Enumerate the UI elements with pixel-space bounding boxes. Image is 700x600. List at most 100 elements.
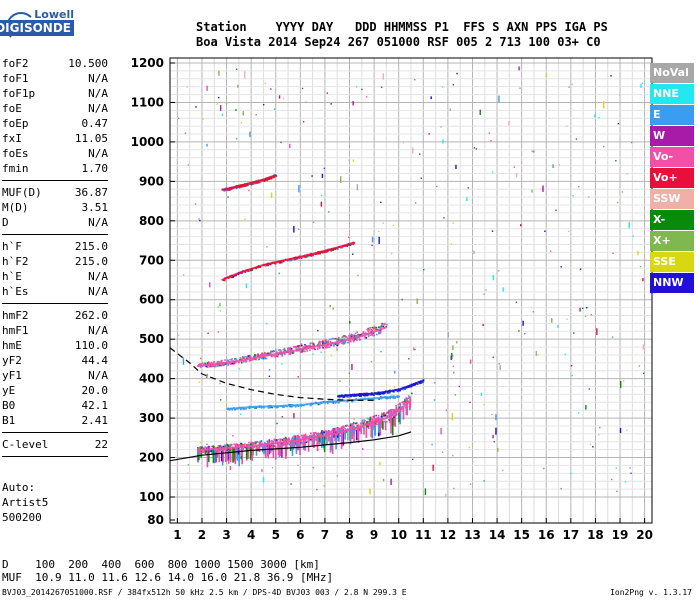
- param-row: D N/A: [2, 215, 108, 230]
- echo-point: [215, 449, 217, 452]
- echo-point: [242, 357, 245, 359]
- echo-point: [322, 347, 324, 349]
- echo-point: [346, 245, 348, 248]
- echo-point: [391, 408, 394, 411]
- noise-point: [326, 92, 329, 94]
- x-tick-label: 6: [296, 528, 304, 542]
- echo-point: [326, 342, 329, 344]
- echo-point: [234, 358, 236, 360]
- x-tick-label: 15: [513, 528, 530, 542]
- param-name: h`F: [2, 240, 22, 253]
- echo-point: [371, 420, 373, 423]
- noise-point: [632, 235, 634, 237]
- echo-point: [261, 357, 263, 359]
- echo-point: [357, 426, 360, 434]
- echo-point: [357, 334, 360, 337]
- noise-point: [275, 348, 277, 356]
- noise-point: [320, 194, 323, 197]
- echo-point: [327, 341, 330, 343]
- echo-point: [282, 349, 285, 351]
- echo-point: [226, 362, 229, 365]
- echo-point: [272, 176, 275, 179]
- param-name: B1: [2, 414, 16, 427]
- noise-point: [301, 87, 304, 90]
- echo-point: [253, 446, 256, 448]
- noise-point: [522, 320, 524, 326]
- echo-point: [306, 435, 308, 438]
- noise-point: [449, 108, 451, 112]
- echo-point: [314, 435, 316, 437]
- echo-point: [214, 365, 217, 368]
- station-header: Station YYYY DAY DDD HHMMSS P1 FFS S AXN…: [196, 20, 608, 50]
- echo-point: [360, 423, 362, 425]
- echo-point: [249, 356, 252, 358]
- echo-point: [228, 409, 231, 411]
- echo-point: [314, 348, 316, 351]
- echo-point: [248, 448, 250, 450]
- echo-point: [350, 335, 353, 338]
- echo-point: [352, 243, 354, 246]
- noise-point: [365, 96, 368, 98]
- echo-point: [220, 360, 222, 362]
- noise-point: [270, 192, 273, 199]
- echo-point: [220, 446, 223, 462]
- echo-point: [259, 354, 262, 356]
- noise-point: [237, 84, 239, 88]
- echo-point: [339, 434, 342, 437]
- echo-point: [208, 361, 210, 364]
- noise-point: [469, 359, 472, 364]
- noise-point: [217, 331, 220, 333]
- echo-point: [397, 407, 400, 410]
- auto-label: Auto:: [2, 481, 36, 494]
- noise-point: [320, 351, 322, 354]
- echo-point: [326, 346, 329, 349]
- echo-point: [319, 343, 321, 346]
- param-value: 44.4: [81, 354, 109, 367]
- noise-point: [268, 368, 271, 371]
- echo-point: [381, 392, 383, 395]
- echo-point: [210, 450, 213, 452]
- echo-point: [305, 441, 308, 444]
- noise-point: [566, 318, 568, 320]
- echo-point: [308, 344, 310, 347]
- echo-point: [396, 408, 398, 411]
- noise-point: [628, 222, 630, 229]
- echo-point: [368, 424, 371, 426]
- param-name: foEs: [2, 147, 29, 160]
- param-name: h`F2: [2, 255, 29, 268]
- noise-point: [323, 167, 326, 170]
- echo-point: [227, 360, 230, 362]
- param-row: B0 42.1: [2, 398, 108, 413]
- echo-point: [326, 250, 329, 252]
- echo-point: [331, 337, 334, 340]
- echo-point: [334, 343, 337, 345]
- echo-point: [370, 420, 372, 437]
- x-tick-label: 14: [489, 528, 506, 542]
- y-tick-label: 1100: [131, 95, 164, 109]
- noise-point: [622, 380, 625, 382]
- echo-point: [348, 334, 351, 337]
- echo-point: [403, 400, 406, 402]
- echo-point: [206, 362, 209, 364]
- noise-point: [330, 354, 332, 357]
- noise-point: [268, 375, 271, 378]
- echo-point: [322, 339, 324, 342]
- noise-point: [560, 487, 562, 490]
- echo-point: [278, 445, 281, 458]
- param-name: C-level: [2, 438, 49, 451]
- echo-point: [379, 420, 382, 436]
- noise-point: [499, 365, 501, 371]
- echo-point: [219, 445, 221, 448]
- noise-point: [336, 347, 338, 352]
- echo-point: [287, 437, 290, 439]
- echo-point: [352, 429, 355, 432]
- noise-point: [482, 324, 484, 327]
- noise-point: [302, 121, 305, 123]
- echo-point: [267, 352, 269, 355]
- echo-point: [342, 425, 344, 428]
- param-value: 215.0: [74, 240, 108, 253]
- echo-point: [388, 409, 390, 412]
- echo-point: [372, 334, 374, 337]
- noise-point: [451, 352, 453, 360]
- logo-line2: DIGISONDE: [0, 20, 74, 36]
